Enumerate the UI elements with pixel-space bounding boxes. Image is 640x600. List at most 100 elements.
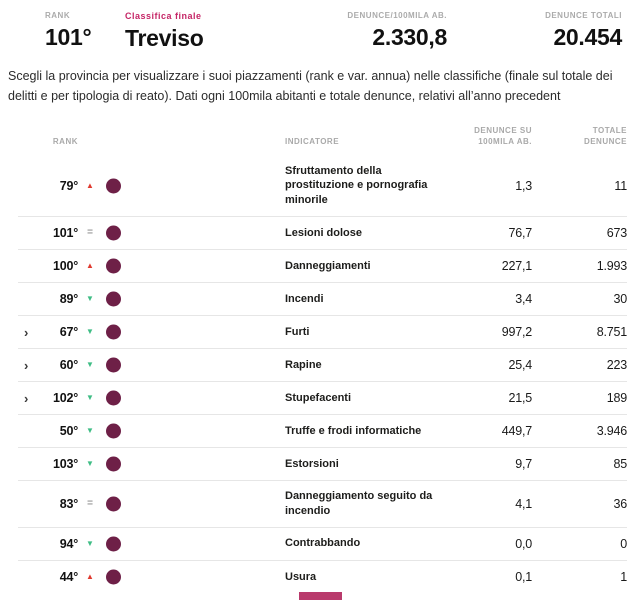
summary-total-label: DENUNCE TOTALI [545,11,622,20]
chevron-right-icon[interactable]: › [24,390,29,406]
trend-equal-icon: = [87,497,93,509]
row-total-value: 189 [606,391,627,406]
bottom-cropped-badge [299,592,342,600]
row-rank: 60° [59,358,79,373]
row-total-value: 1 [620,570,627,585]
table-row: › 101° = Lesioni dolose 76,7 673 [18,217,627,251]
row-indicator-label: Contrabbando [285,537,361,550]
trend-down-icon: ▼ [86,294,94,304]
row-rank: 103° [52,457,78,472]
row-total-value: 85 [613,457,627,472]
summary-rate: DENUNCE/100MILA AB. 2.330,8 [267,12,447,49]
table-row: › 100° ▲ Danneggiamenti 227,1 1.993 [18,250,627,284]
row-rank: 89° [59,292,79,307]
widget-description: Scegli la provincia per visualizzare i s… [8,69,613,103]
row-rate-value: 25,4 [508,358,532,373]
row-indicator-label: Rapine [285,358,322,371]
row-rate-value: 1,3 [515,178,532,193]
table-row[interactable]: › 102° ▼ Stupefacenti 21,5 189 [18,382,627,416]
rank-bar-marker [103,223,123,243]
row-total-value: 0 [620,536,627,551]
rank-bar-marker [103,289,123,309]
summary-rank-value: 101° [45,24,92,50]
row-indicator-label: Danneggiamento seguito da incendio [285,490,433,517]
row-rate-value: 997,2 [501,325,532,340]
row-indicator-label: Stupefacenti [285,391,352,404]
row-total-value: 1.993 [596,259,627,274]
chevron-right-icon[interactable]: › [24,357,29,373]
summary-rate-label: DENUNCE/100MILA AB. [347,11,447,20]
row-rate-value: 9,7 [515,457,532,472]
summary-rank: RANK 101° [45,12,125,49]
row-rate-value: 0,0 [515,536,532,551]
table-header-row: RANK INDICATORE DENUNCE SU 100MILA AB. TO… [18,120,627,156]
trend-down-icon: ▼ [86,393,94,403]
rank-bar-marker [103,421,123,441]
rank-bar-marker [103,256,123,276]
trend-down-icon: ▼ [86,360,94,370]
row-rate-value: 449,7 [501,424,532,439]
table-row: › 44° ▲ Usura 0,1 1 [18,561,627,594]
row-rank: 101° [52,226,78,241]
row-indicator-label: Lesioni dolose [285,226,363,239]
province-name: Treviso [125,25,204,51]
row-indicator-label: Danneggiamenti [285,259,371,272]
chevron-right-icon[interactable]: › [24,324,29,340]
row-rate-value: 21,5 [508,391,532,406]
row-rank: 102° [52,391,78,406]
rank-bar-marker [103,355,123,375]
row-rate-value: 76,7 [508,226,532,241]
row-rate-value: 3,4 [515,292,532,307]
row-rank: 83° [59,496,79,511]
rank-bar-marker [103,534,123,554]
row-rank: 94° [59,536,79,551]
trend-equal-icon: = [87,227,93,239]
row-indicator-label: Truffe e frodi informatiche [285,424,422,437]
row-rank: 44° [59,570,79,585]
col-header-rank: RANK [52,136,78,146]
table-row[interactable]: › 60° ▼ Rapine 25,4 223 [18,349,627,383]
table-row: › 94° ▼ Contrabbando 0,0 0 [18,528,627,561]
col-header-indicatore: INDICATORE [285,136,340,146]
trend-up-icon: ▲ [86,572,94,582]
row-rate-value: 4,1 [515,496,532,511]
crime-ranking-table: RANK INDICATORE DENUNCE SU 100MILA AB. TO… [18,120,627,594]
summary-rate-value: 2.330,8 [372,24,447,50]
summary-total-value: 20.454 [553,24,622,50]
row-indicator-label: Furti [285,325,310,338]
row-indicator-label: Usura [285,570,317,583]
trend-down-icon: ▼ [86,426,94,436]
trend-up-icon: ▲ [86,261,94,271]
table-body: › 79° ▲ Sfruttamento della prostituzione… [18,156,627,594]
rank-bar-marker [103,322,123,342]
row-total-value: 36 [613,496,627,511]
row-indicator-label: Incendi [285,292,324,305]
summary-province: Classifica finale Treviso [125,12,267,50]
table-row: › 83° = Danneggiamento seguito da incend… [18,481,627,528]
rank-bar-marker [103,494,123,514]
table-row[interactable]: › 67° ▼ Furti 997,2 8.751 [18,316,627,350]
rank-bar-marker [103,176,123,196]
row-rank: 79° [59,178,79,193]
row-rate-value: 0,1 [515,570,532,585]
rank-bar-marker [103,567,123,587]
row-rank: 67° [59,325,79,340]
row-rank: 50° [59,424,79,439]
rank-bar-marker [103,388,123,408]
row-indicator-label: Estorsioni [285,457,339,470]
table-row: › 50° ▼ Truffe e frodi informatiche 449,… [18,415,627,449]
classifica-finale-label: Classifica finale [125,11,202,21]
summary-header: RANK 101° Classifica finale Treviso DENU… [0,0,640,50]
trend-down-icon: ▼ [86,327,94,337]
rank-bar-marker [103,454,123,474]
trend-up-icon: ▲ [86,180,94,190]
row-total-value: 3.946 [596,424,627,439]
summary-rank-label: RANK [45,11,71,20]
row-total-value: 223 [606,358,627,373]
summary-total: DENUNCE TOTALI 20.454 [447,12,622,49]
table-row: › 79° ▲ Sfruttamento della prostituzione… [18,156,627,218]
col-header-totale-denunce: TOTALE DENUNCE [583,126,627,146]
row-rank: 100° [52,259,78,274]
row-rate-value: 227,1 [501,259,532,274]
col-header-denunce-su: DENUNCE SU 100MILA AB. [474,126,532,146]
